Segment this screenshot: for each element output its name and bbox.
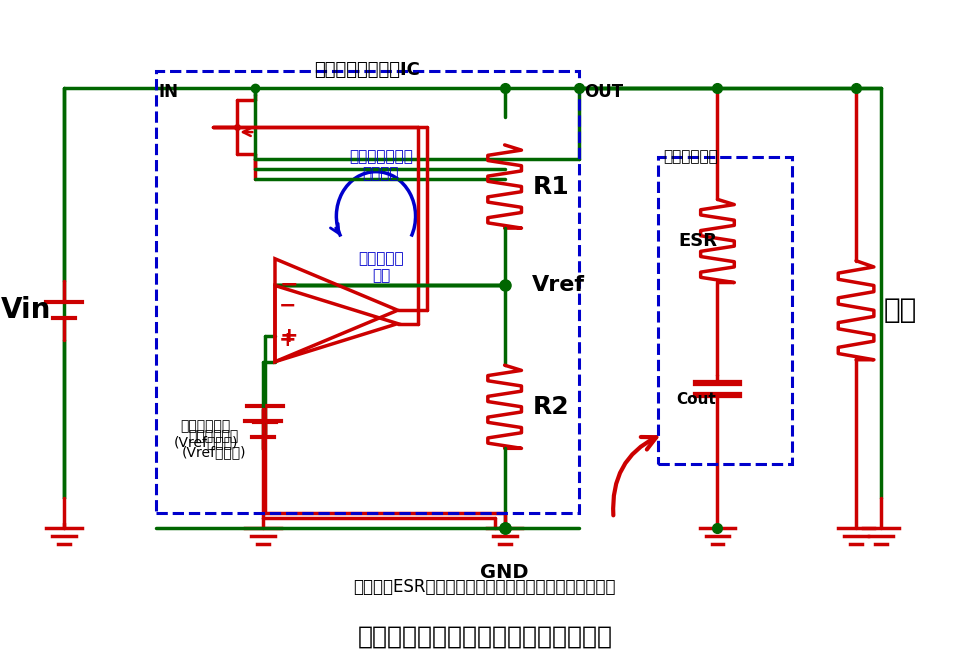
Bar — [156, 71, 579, 513]
Text: フィードバック
電圧制御: フィードバック 電圧制御 — [349, 149, 413, 182]
Bar — [659, 157, 792, 464]
Text: +: + — [279, 330, 297, 350]
Text: −: − — [279, 275, 299, 295]
FancyArrowPatch shape — [613, 437, 657, 515]
Text: OUT: OUT — [584, 83, 623, 101]
Text: 電解コンデンサによる位相補償の役割: 電解コンデンサによる位相補償の役割 — [357, 625, 612, 649]
Text: ESR: ESR — [678, 232, 717, 250]
Text: 内部基準電圧
(Vrefに相当): 内部基準電圧 (Vrefに相当) — [174, 419, 238, 449]
Text: Vref: Vref — [533, 275, 586, 295]
Text: 負荷: 負荷 — [884, 296, 917, 324]
Text: +: + — [279, 326, 299, 346]
Text: ループ遅延
あり: ループ遅延 あり — [358, 251, 404, 283]
Text: IN: IN — [158, 83, 179, 101]
Text: GND: GND — [480, 562, 529, 582]
Text: 内部基準電圧
(Vrefに相当): 内部基準電圧 (Vrefに相当) — [181, 429, 246, 459]
Text: Cout: Cout — [676, 392, 715, 407]
Text: R2: R2 — [533, 395, 569, 419]
Text: 電圧レギュレータIC: 電圧レギュレータIC — [315, 61, 420, 79]
Text: −: − — [279, 295, 297, 315]
Text: 電コンのESRを利用した位相補償回路により発振を抑制: 電コンのESRを利用した位相補償回路により発振を抑制 — [353, 578, 616, 597]
Text: Vin: Vin — [1, 296, 52, 324]
Text: R1: R1 — [533, 174, 569, 198]
Text: 位相補償回路: 位相補償回路 — [663, 149, 718, 164]
